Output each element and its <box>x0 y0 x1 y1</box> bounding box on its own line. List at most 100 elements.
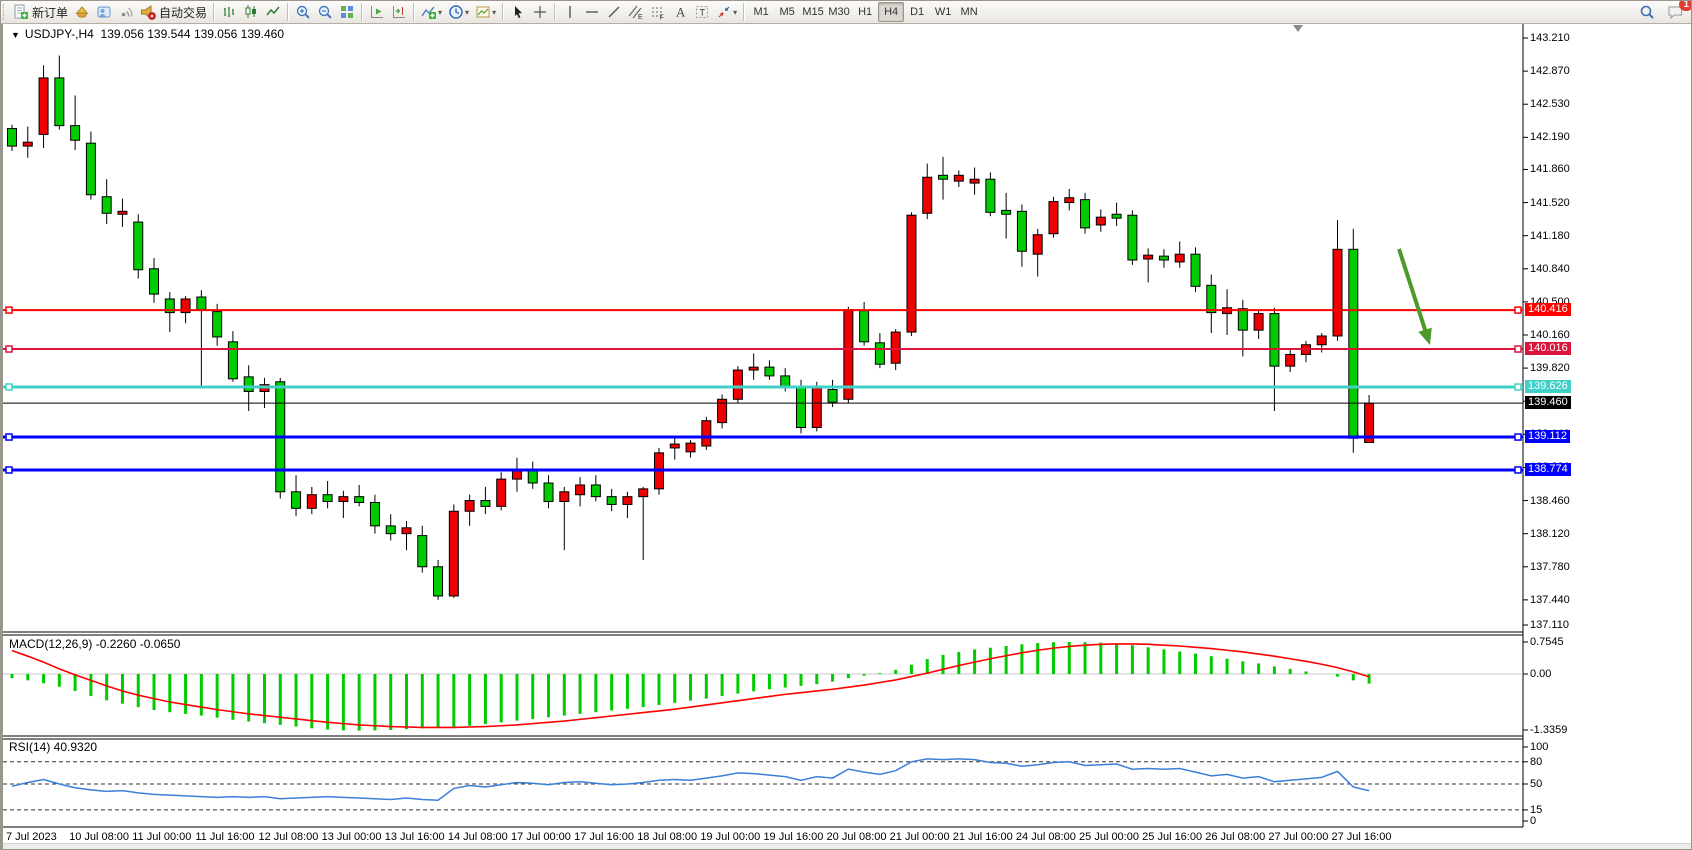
time-tick-label: 24 Jul 08:00 <box>1015 831 1076 843</box>
zoom-in-button[interactable] <box>292 2 314 22</box>
vertical-line-button[interactable] <box>559 2 581 22</box>
candlestick-chart-button[interactable] <box>240 2 262 22</box>
toolbar-separator <box>554 3 556 21</box>
text-label-button[interactable]: T <box>691 2 713 22</box>
svg-text:A: A <box>676 5 686 20</box>
bar-chart-button[interactable] <box>218 2 240 22</box>
macd-panel <box>3 642 1523 731</box>
timeframe-m1-button[interactable]: M1 <box>753 6 769 18</box>
search-button[interactable] <box>1636 2 1658 22</box>
chart-ohlc-values: 139.056 139.544 139.056 139.460 <box>100 27 285 41</box>
level-price-badge: 139.626 <box>1525 379 1571 393</box>
chart-shift-button[interactable] <box>388 2 410 22</box>
price-tick-label: 141.520 <box>1530 196 1570 209</box>
level-lines <box>3 306 1523 474</box>
timeframe-h4-button[interactable]: H4 <box>878 2 905 22</box>
level-price-badge: 139.112 <box>1525 430 1570 444</box>
price-tick-label: 137.110 <box>1530 619 1569 631</box>
notifications-button[interactable]: 1 <box>1664 1 1691 22</box>
trendline-button[interactable] <box>603 2 625 22</box>
chevron-down-icon: ▾ <box>492 7 497 17</box>
fibonacci-button[interactable]: F <box>647 2 669 22</box>
chart-profile-button[interactable] <box>71 2 93 22</box>
macd-tick-label: 0.7545 <box>1530 636 1564 648</box>
trendline-icon <box>606 4 622 20</box>
time-tick-label: 17 Jul 16:00 <box>574 831 635 843</box>
auto-trading-button[interactable]: 自动交易 <box>137 2 210 22</box>
bar-chart-icon <box>221 4 237 20</box>
timeframe-m30-button[interactable]: M30 <box>828 6 850 18</box>
rsi-panel <box>3 758 1523 811</box>
timeframe-d1-button[interactable]: D1 <box>910 6 925 18</box>
time-tick-label: 13 Jul 16:00 <box>384 831 445 843</box>
toolbar-separator <box>287 3 289 21</box>
auto-scroll-button[interactable] <box>366 2 388 22</box>
rsi-tick-label: 0 <box>1530 815 1537 827</box>
time-tick-label: 21 Jul 00:00 <box>889 831 950 843</box>
time-tick-label: 7 Jul 2023 <box>6 831 57 843</box>
time-tick-label: 19 Jul 00:00 <box>700 831 761 843</box>
price-tick-label: 140.160 <box>1530 329 1570 341</box>
chart-window[interactable]: ▼ USDJPY-,H4 139.056 139.544 139.056 139.… <box>1 23 1692 850</box>
auto-trading-label: 自动交易 <box>159 5 208 20</box>
chart-canvas[interactable] <box>3 23 1692 850</box>
templates-button[interactable]: ▾ <box>472 2 499 22</box>
price-tick-label: 137.440 <box>1530 593 1570 606</box>
text-icon: A <box>672 4 688 20</box>
arrows-button[interactable]: ▾ <box>713 2 740 22</box>
symbol-dropdown-icon[interactable]: ▼ <box>11 30 20 40</box>
timeframe-m5-button[interactable]: M5 <box>779 6 795 18</box>
time-tick-label: 27 Jul 00:00 <box>1268 831 1329 843</box>
bottom-strip <box>3 843 1691 849</box>
chart-symbol-period: USDJPY-,H4 <box>24 27 94 41</box>
horizontal-line-button[interactable] <box>581 2 603 22</box>
toolbar-separator <box>743 3 745 21</box>
time-tick-label: 26 Jul 08:00 <box>1205 831 1266 843</box>
chart-shift-marker[interactable] <box>1293 25 1303 32</box>
time-axis[interactable]: 7 Jul 2023 10 Jul 08:00 11 Jul 00:00 11 Jul… <box>3 829 1691 845</box>
price-tick-label: 139.820 <box>1530 362 1570 375</box>
down-arrow-annotation[interactable] <box>1397 248 1432 345</box>
timeframe-w1-button[interactable]: W1 <box>934 6 952 18</box>
macd-tick-label: -1.3359 <box>1530 724 1568 736</box>
toolbar-separator <box>413 3 415 21</box>
zoom-out-button[interactable] <box>314 2 336 22</box>
periods-clock-button[interactable]: ▾ <box>445 2 472 22</box>
line-chart-button[interactable] <box>262 2 284 22</box>
chevron-down-icon: ▾ <box>465 7 470 17</box>
chart-profile-icon <box>74 4 90 20</box>
time-tick-label: 14 Jul 08:00 <box>447 831 508 843</box>
time-tick-label: 21 Jul 16:00 <box>952 831 1013 843</box>
price-tick-label: 138.120 <box>1530 527 1570 540</box>
price-tick-label: 140.840 <box>1530 262 1570 275</box>
timeframe-h1-button[interactable]: H1 <box>858 6 873 18</box>
tile-windows-button[interactable] <box>336 2 358 22</box>
profiles-icon <box>96 4 112 20</box>
rsi-tick-label: 50 <box>1530 778 1543 790</box>
zoom-out-icon <box>317 4 333 20</box>
signal-button[interactable] <box>115 2 137 22</box>
cursor-button[interactable] <box>507 2 529 22</box>
new-order-button[interactable]: 新订单 <box>10 2 71 22</box>
price-tick-label: 141.860 <box>1530 163 1570 176</box>
search-icon <box>1639 4 1655 20</box>
arrows-icon <box>716 4 732 20</box>
level-price-badge: 140.016 <box>1525 342 1571 356</box>
price-tick-label: 142.870 <box>1530 65 1570 78</box>
timeframe-m15-button[interactable]: M15 <box>802 6 824 18</box>
candlestick-chart-icon <box>243 4 259 20</box>
timeframe-mn-button[interactable]: MN <box>960 6 978 18</box>
level-price-badge: 138.774 <box>1525 462 1571 476</box>
fibonacci-icon: F <box>650 4 666 20</box>
indicators-button[interactable]: ▾ <box>418 2 445 22</box>
text-button[interactable]: A <box>669 2 691 22</box>
equidistant-channel-button[interactable]: E <box>625 2 647 22</box>
indicators-icon <box>421 4 437 20</box>
time-tick-label: 13 Jul 00:00 <box>321 831 382 843</box>
profiles-button[interactable] <box>93 2 115 22</box>
svg-text:F: F <box>660 15 664 21</box>
crosshair-button[interactable] <box>529 2 551 22</box>
zoom-in-icon <box>295 4 311 20</box>
svg-text:T: T <box>700 8 706 18</box>
